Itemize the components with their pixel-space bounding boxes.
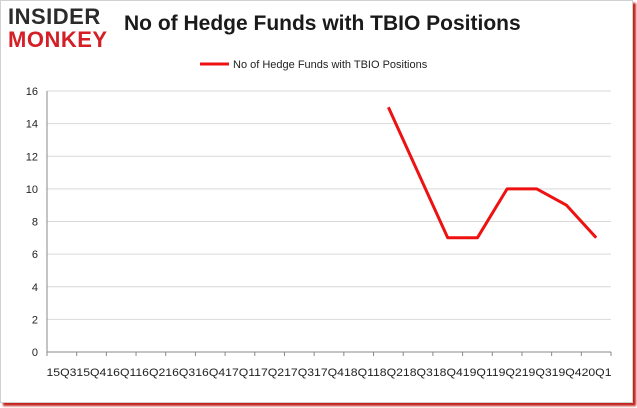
logo-line-1: INSIDER [8, 4, 101, 29]
y-tick-label: 2 [32, 314, 38, 326]
y-tick-label: 12 [26, 151, 38, 163]
y-tick-label: 8 [32, 217, 38, 229]
legend-label: No of Hedge Funds with TBIO Positions [233, 59, 428, 71]
y-tick-label: 16 [26, 86, 38, 98]
chart-title: No of Hedge Funds with TBIO Positions [124, 12, 521, 35]
y-tick-label: 10 [26, 184, 38, 196]
legend: No of Hedge Funds with TBIO Positions [200, 59, 428, 71]
insider-monkey-logo: INSIDER MONKEY [8, 6, 118, 52]
logo-line-2: MONKEY [8, 27, 108, 52]
series-line [387, 106, 598, 240]
y-tick-label: 0 [32, 347, 38, 359]
axis-layer: 0 2 4 6 8 10 12 14 16 15Q315Q416Q116Q216Q316Q417Q… [26, 86, 612, 379]
y-tick-label: 4 [32, 282, 38, 294]
series-layer [387, 106, 598, 240]
y-tick-label: 6 [32, 249, 38, 261]
grid-layer [47, 90, 611, 353]
y-tick-label: 14 [26, 119, 38, 131]
x-tick-labels: 15Q315Q416Q116Q216Q316Q417Q117Q217Q317Q4… [47, 367, 612, 379]
